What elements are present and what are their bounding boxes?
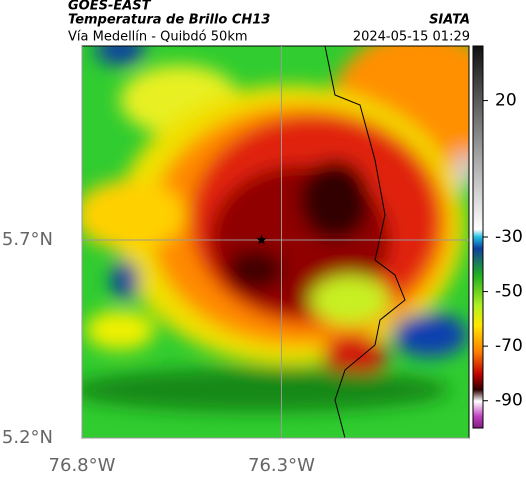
- colorbar-tick-label: -50: [495, 282, 523, 302]
- location-marker: [256, 234, 267, 245]
- colorbar-tick-label: -30: [495, 227, 523, 247]
- x-tick-label: 76.3°W: [248, 455, 315, 476]
- colorbar-tick-label: -70: [495, 336, 523, 356]
- x-tick-label: 76.8°W: [49, 455, 116, 476]
- colorbar-tick-label: -90: [495, 391, 523, 411]
- timestamp: 2024-05-15 01:29: [353, 30, 470, 45]
- source: GOES-EAST: [68, 0, 152, 14]
- colorbar-tick-label: 20: [495, 91, 517, 111]
- colorbar: [472, 45, 484, 429]
- y-tick-label: 5.2°N: [2, 427, 53, 448]
- subtitle: Vía Medellín - Quibdó 50km: [68, 30, 248, 45]
- title: Temperatura de Brillo CH13: [68, 13, 270, 28]
- brand: SIATA: [429, 13, 470, 28]
- temperature-field: [82, 46, 469, 438]
- y-tick-label: 5.7°N: [2, 229, 53, 250]
